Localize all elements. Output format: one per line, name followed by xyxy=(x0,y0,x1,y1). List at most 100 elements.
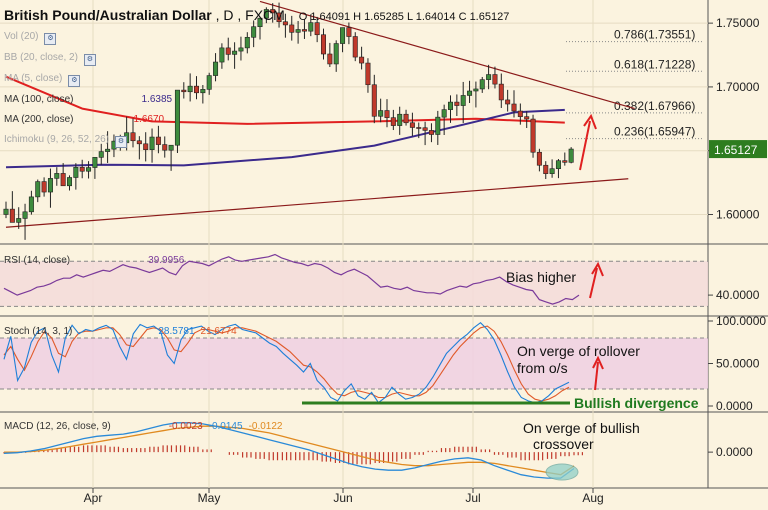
candle-down xyxy=(155,136,161,145)
candle-up xyxy=(549,168,555,174)
annotation-bullish-divergence: Bullish divergence xyxy=(574,395,699,411)
candle-up xyxy=(28,196,34,213)
legend-ichimoku[interactable]: Ichimoku (9, 26, 52, 26) ⚙ xyxy=(4,134,128,148)
stoch-k-value: 28.5781 xyxy=(158,326,195,337)
candle-down xyxy=(79,166,85,172)
candle-up xyxy=(333,43,339,65)
candle-up xyxy=(467,90,473,96)
price-tick-label: 1.70000 xyxy=(716,80,760,94)
upper-trendline xyxy=(259,0,635,110)
fib-level-label: 0.618(1.71228) xyxy=(614,57,695,71)
candle-down xyxy=(530,118,536,153)
candle-down xyxy=(562,160,568,163)
candle-down xyxy=(301,29,307,32)
up-arrow-shaft xyxy=(579,120,591,171)
candle-down xyxy=(403,113,409,124)
candle-up xyxy=(397,113,403,126)
candle-down xyxy=(371,84,377,117)
candle-up xyxy=(98,151,104,158)
candle-up xyxy=(54,173,60,179)
candle-up xyxy=(435,116,441,135)
candle-up xyxy=(47,178,53,193)
legend-rsi[interactable]: RSI (14, close) 39.9956 xyxy=(4,255,185,266)
legend-vol[interactable]: Vol (20) ⚙ xyxy=(4,31,57,45)
candle-down xyxy=(492,74,498,85)
candle-up xyxy=(200,89,206,94)
candle-down xyxy=(454,101,460,106)
candle-up xyxy=(473,88,479,92)
stoch-tick-label: 0.0000 xyxy=(716,399,753,413)
legend-bb[interactable]: BB (20, close, 2) ⚙ xyxy=(4,52,96,66)
candle-down xyxy=(162,144,168,151)
candle-down xyxy=(359,56,365,64)
ma100-line xyxy=(5,108,565,169)
legend-ma100[interactable]: MA (100, close) 1.6385 xyxy=(4,94,173,105)
settings-icon[interactable]: ⚙ xyxy=(44,33,57,45)
ma200-line xyxy=(5,75,565,125)
candle-up xyxy=(308,22,314,32)
settings-icon[interactable]: ⚙ xyxy=(68,75,81,87)
candle-up xyxy=(86,167,92,172)
macd-tick-label: 0.0000 xyxy=(716,445,753,459)
candle-down xyxy=(60,173,66,187)
candle-down xyxy=(365,62,371,86)
candle-down xyxy=(352,36,358,58)
x-tick-label: Apr xyxy=(84,491,103,505)
candle-up xyxy=(67,177,73,187)
last-price-badge xyxy=(709,140,767,159)
stoch-arrow-head xyxy=(592,355,604,370)
interval-label[interactable]: D xyxy=(223,7,234,23)
rsi-band xyxy=(0,261,708,307)
source-label: FXCM xyxy=(245,7,285,23)
candle-up xyxy=(238,47,244,52)
annotation-crossover-line1: On verge of bullish xyxy=(523,420,640,436)
candle-up xyxy=(219,47,225,63)
legend-ma200[interactable]: MA (200, close) 1.6670 xyxy=(4,114,165,125)
candle-down xyxy=(346,27,352,37)
macd-hist-value: -0.0023 xyxy=(168,421,203,432)
candle-up xyxy=(35,181,41,198)
candle-down xyxy=(194,85,200,94)
chart-header: British Pound/Australian Dollar , D , FX… xyxy=(4,7,510,23)
up-arrow-head xyxy=(583,113,597,130)
candle-up xyxy=(149,136,155,150)
candle-down xyxy=(409,122,415,128)
candle-down xyxy=(276,12,282,23)
rsi-line xyxy=(3,253,580,305)
candle-down xyxy=(181,89,187,93)
annotation-rollover-line2: from o/s xyxy=(517,360,568,376)
settings-icon[interactable]: ⚙ xyxy=(83,54,96,66)
candle-up xyxy=(105,148,111,152)
candle-down xyxy=(327,53,333,65)
candle-up xyxy=(257,17,263,28)
candle-down xyxy=(320,34,326,55)
candle-down xyxy=(498,83,504,101)
candle-down xyxy=(422,127,428,131)
rsi-arrow-shaft xyxy=(589,267,598,299)
legend-macd[interactable]: MACD (12, 26, close, 9) -0.0023 -0.0145 -0.… xyxy=(4,421,283,432)
candle-up xyxy=(251,26,257,38)
fib-level-label: 0.236(1.65947) xyxy=(614,125,695,139)
candle-up xyxy=(441,109,447,118)
candle-up xyxy=(486,74,492,80)
legend-ma5[interactable]: MA (5, close) ⚙ xyxy=(4,73,81,87)
rsi-value: 39.9956 xyxy=(148,255,185,266)
candle-down xyxy=(136,140,142,145)
lower-trendline xyxy=(5,178,629,228)
candle-up xyxy=(213,61,219,76)
stoch-arrow-shaft xyxy=(594,361,599,391)
ma100-value: 1.6385 xyxy=(141,94,173,105)
candle-up xyxy=(295,29,301,33)
x-tick-label: May xyxy=(198,491,221,505)
stoch-d-line xyxy=(3,325,570,402)
candle-up xyxy=(206,75,212,90)
x-tick-label: Jul xyxy=(465,491,480,505)
candle-up xyxy=(378,110,384,117)
x-tick-label: Jun xyxy=(333,491,352,505)
candle-up xyxy=(16,218,22,223)
settings-icon[interactable]: ⚙ xyxy=(115,136,128,148)
stoch-d-value: 21.6774 xyxy=(200,326,237,337)
legend-stoch[interactable]: Stoch (14, 3, 1) 28.5781 21.6774 xyxy=(4,326,237,337)
crossover-highlight xyxy=(545,463,579,481)
